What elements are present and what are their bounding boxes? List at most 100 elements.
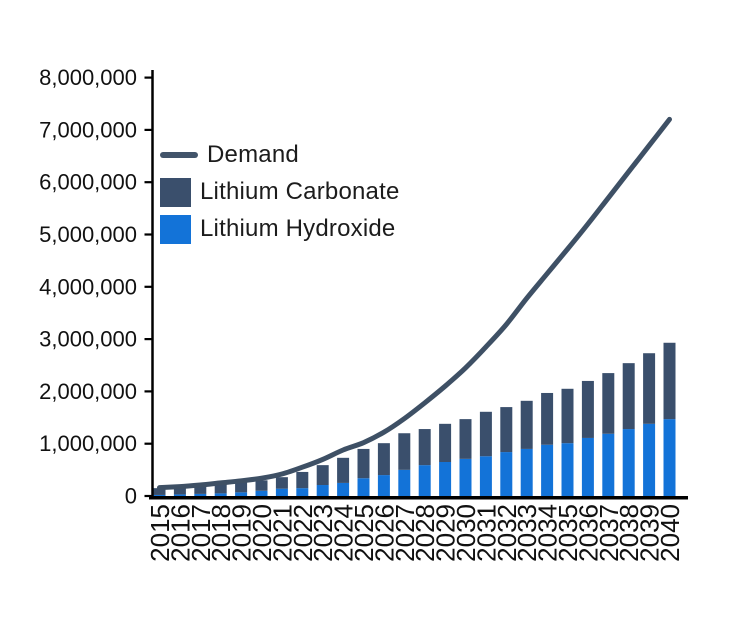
x-tick-label-2022: 2022	[288, 504, 318, 562]
bar-lithium-carbonate-2021	[275, 477, 288, 489]
bar-lithium-carbonate-2033	[520, 400, 533, 449]
x-tick-label-2034: 2034	[533, 504, 563, 562]
bar-lithium-hydroxide-2018	[214, 493, 227, 496]
x-tick-label-2040: 2040	[655, 504, 685, 562]
bar-lithium-hydroxide-2022	[296, 488, 309, 496]
x-tick-label-2024: 2024	[329, 504, 359, 562]
bar-lithium-hydroxide-2017	[194, 493, 207, 496]
y-tick	[144, 494, 153, 498]
bar-lithium-hydroxide-2031	[479, 456, 492, 496]
legend-item-demand: Demand	[160, 139, 400, 171]
bar-lithium-carbonate-2018	[214, 483, 227, 494]
x-tick-label-2026: 2026	[369, 504, 399, 562]
x-tick-label-2032: 2032	[492, 504, 522, 562]
bar-lithium-carbonate-2026	[377, 443, 390, 476]
bar-lithium-carbonate-2028	[418, 429, 431, 466]
y-tick	[144, 442, 153, 445]
y-tick	[144, 76, 153, 79]
demand-line	[157, 116, 672, 491]
bar-lithium-carbonate-2020	[255, 480, 268, 491]
legend-item-lithium-hydroxide: Lithium Hydroxide	[160, 213, 400, 245]
bar-lithium-carbonate-2019	[235, 482, 248, 493]
bar-lithium-carbonate-2024	[337, 457, 350, 483]
legend-item-lithium-carbonate: Lithium Carbonate	[160, 176, 400, 208]
bar-lithium-hydroxide-2033	[520, 448, 533, 496]
bar-lithium-hydroxide-2040	[663, 419, 676, 496]
bar-lithium-hydroxide-2016	[173, 494, 186, 496]
y-tick	[144, 390, 153, 393]
x-tick-label-2021: 2021	[267, 504, 297, 562]
x-tick-label-2027: 2027	[390, 504, 420, 562]
bar-lithium-carbonate-2038	[622, 363, 635, 430]
hydroxide-swatch-icon	[160, 214, 191, 244]
carbonate-swatch-icon	[160, 177, 191, 207]
bar-lithium-carbonate-2030	[459, 419, 472, 459]
bar-lithium-hydroxide-2027	[398, 469, 411, 496]
legend-label-demand: Demand	[207, 141, 299, 168]
bar-lithium-hydroxide-2037	[602, 433, 615, 496]
y-tick-label: 5,000,000	[39, 222, 137, 247]
x-tick-label-2033: 2033	[512, 504, 542, 562]
y-tick-label: 3,000,000	[39, 327, 137, 352]
chart-legend: Demand Lithium Carbonate Lithium Hydroxi…	[160, 139, 400, 245]
x-tick-label-2018: 2018	[206, 504, 236, 562]
bar-lithium-carbonate-2036	[581, 380, 594, 438]
y-tick	[144, 128, 153, 131]
y-tick-label: 7,000,000	[39, 117, 137, 142]
bar-lithium-carbonate-2027	[398, 433, 411, 470]
bar-lithium-hydroxide-2028	[418, 465, 431, 496]
x-tick-label-2031: 2031	[471, 504, 501, 562]
bar-lithium-carbonate-2032	[500, 407, 513, 453]
x-tick-label-2036: 2036	[573, 504, 603, 562]
bar-lithium-carbonate-2034	[541, 392, 554, 445]
x-tick-label-2030: 2030	[451, 504, 481, 562]
bar-lithium-carbonate-2023	[316, 465, 329, 486]
y-tick-label: 4,000,000	[39, 274, 137, 299]
x-tick-label-2019: 2019	[227, 504, 257, 562]
x-tick-label-2016: 2016	[165, 504, 195, 562]
x-tick-label-2029: 2029	[431, 504, 461, 562]
y-tick	[144, 181, 153, 184]
bar-lithium-carbonate-2017	[194, 485, 207, 494]
bar-lithium-carbonate-2029	[439, 423, 452, 463]
bar-lithium-carbonate-2022	[296, 471, 309, 489]
x-tick-label-2025: 2025	[349, 504, 379, 562]
y-tick-label: 1,000,000	[39, 431, 137, 456]
y-tick-label: 0	[125, 484, 137, 509]
x-tick-label-2015: 2015	[145, 504, 175, 562]
y-tick-label: 8,000,000	[39, 65, 137, 90]
demand-line-swatch-icon	[160, 152, 198, 158]
bar-lithium-hydroxide-2034	[541, 444, 554, 496]
bar-lithium-carbonate-2016	[173, 487, 186, 495]
bar-lithium-carbonate-2037	[602, 373, 615, 434]
bar-lithium-hydroxide-2026	[377, 475, 390, 496]
bar-lithium-hydroxide-2039	[643, 423, 656, 496]
y-tick	[144, 338, 153, 341]
x-tick-label-2035: 2035	[553, 504, 583, 562]
bar-lithium-hydroxide-2036	[581, 437, 594, 496]
legend-label-lithium-carbonate: Lithium Carbonate	[200, 178, 400, 205]
bar-lithium-hydroxide-2030	[459, 458, 472, 496]
bar-lithium-carbonate-2039	[643, 353, 656, 424]
x-tick-label-2038: 2038	[614, 504, 644, 562]
bar-lithium-hydroxide-2023	[316, 485, 329, 496]
x-tick-label-2023: 2023	[308, 504, 338, 562]
bar-lithium-hydroxide-2024	[337, 482, 350, 496]
x-tick-label-2017: 2017	[186, 504, 216, 562]
x-tick-label-2037: 2037	[594, 504, 624, 562]
bar-lithium-hydroxide-2032	[500, 452, 513, 496]
bar-lithium-hydroxide-2029	[439, 462, 452, 496]
bar-lithium-carbonate-2040	[663, 342, 676, 420]
x-tick-label-2039: 2039	[635, 504, 665, 562]
bar-lithium-carbonate-2035	[561, 388, 574, 444]
bar-lithium-hydroxide-2025	[357, 478, 370, 496]
bar-lithium-carbonate-2015	[153, 488, 166, 495]
y-tick	[144, 233, 153, 236]
bar-lithium-hydroxide-2020	[255, 490, 268, 496]
bar-lithium-hydroxide-2021	[275, 488, 288, 496]
y-tick-label: 2,000,000	[39, 379, 137, 404]
legend-label-lithium-hydroxide: Lithium Hydroxide	[200, 215, 396, 242]
y-axis	[151, 70, 154, 500]
